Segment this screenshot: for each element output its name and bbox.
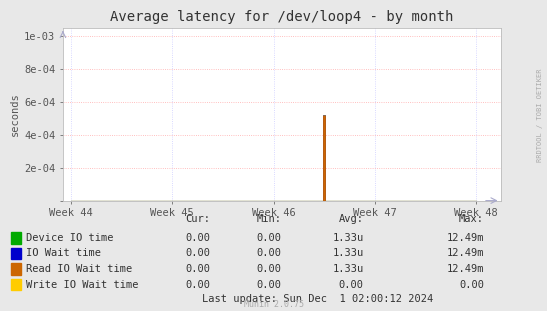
Text: 0.00: 0.00 <box>185 248 211 258</box>
Text: Munin 2.0.75: Munin 2.0.75 <box>243 300 304 309</box>
Text: 12.49m: 12.49m <box>446 264 484 274</box>
Text: 0.00: 0.00 <box>185 264 211 274</box>
Text: 0.00: 0.00 <box>257 233 282 243</box>
Text: 0.00: 0.00 <box>257 248 282 258</box>
Text: Avg:: Avg: <box>339 214 364 224</box>
Text: 0.00: 0.00 <box>185 233 211 243</box>
Text: Cur:: Cur: <box>185 214 211 224</box>
Text: 1.33u: 1.33u <box>333 233 364 243</box>
Text: Read IO Wait time: Read IO Wait time <box>26 264 132 274</box>
Text: 0.00: 0.00 <box>185 280 211 290</box>
Text: 0.00: 0.00 <box>257 280 282 290</box>
Text: IO Wait time: IO Wait time <box>26 248 101 258</box>
Text: Device IO time: Device IO time <box>26 233 114 243</box>
Text: Write IO Wait time: Write IO Wait time <box>26 280 139 290</box>
Text: 0.00: 0.00 <box>339 280 364 290</box>
Text: 1.33u: 1.33u <box>333 264 364 274</box>
Text: 12.49m: 12.49m <box>446 248 484 258</box>
Text: 0.00: 0.00 <box>257 264 282 274</box>
Text: 1.33u: 1.33u <box>333 248 364 258</box>
Text: Max:: Max: <box>459 214 484 224</box>
Text: Last update: Sun Dec  1 02:00:12 2024: Last update: Sun Dec 1 02:00:12 2024 <box>202 294 433 304</box>
Text: 0.00: 0.00 <box>459 280 484 290</box>
Text: RRDTOOL / TOBI OETIKER: RRDTOOL / TOBI OETIKER <box>537 68 543 162</box>
Text: Min:: Min: <box>257 214 282 224</box>
Y-axis label: seconds: seconds <box>10 92 20 136</box>
Title: Average latency for /dev/loop4 - by month: Average latency for /dev/loop4 - by mont… <box>110 10 453 24</box>
Text: 12.49m: 12.49m <box>446 233 484 243</box>
